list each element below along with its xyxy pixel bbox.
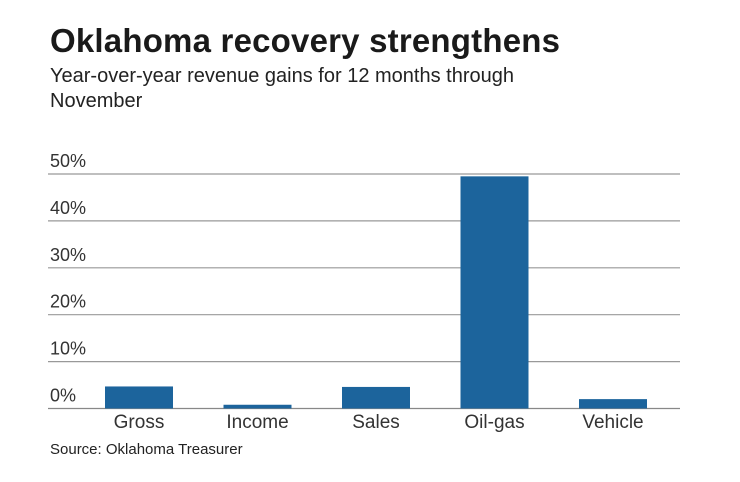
chart-title: Oklahoma recovery strengthens <box>50 22 561 59</box>
chart-subtitle: Year-over-year revenue gains for 12 mont… <box>50 65 514 112</box>
bar-sales <box>342 386 410 409</box>
x-tick-label: Income <box>226 412 288 433</box>
y-tick-label: 40% <box>50 198 86 218</box>
y-tick-label: 30% <box>50 245 86 265</box>
bar-vehicle <box>579 399 647 409</box>
bar-income <box>223 404 292 409</box>
x-tick-label: Oil-gas <box>464 412 524 433</box>
y-tick-label: 0% <box>50 386 76 406</box>
bar-oil-gas <box>460 176 529 409</box>
x-tick-label: Sales <box>352 412 400 433</box>
y-tick-label: 10% <box>50 339 86 359</box>
x-tick-label: Gross <box>114 412 165 433</box>
bar-gross <box>105 386 173 409</box>
y-tick-label: 50% <box>50 151 86 171</box>
source-note: Source: Oklahoma Treasurer <box>50 441 243 458</box>
x-tick-label: Vehicle <box>582 412 643 433</box>
y-tick-label: 20% <box>50 292 86 312</box>
